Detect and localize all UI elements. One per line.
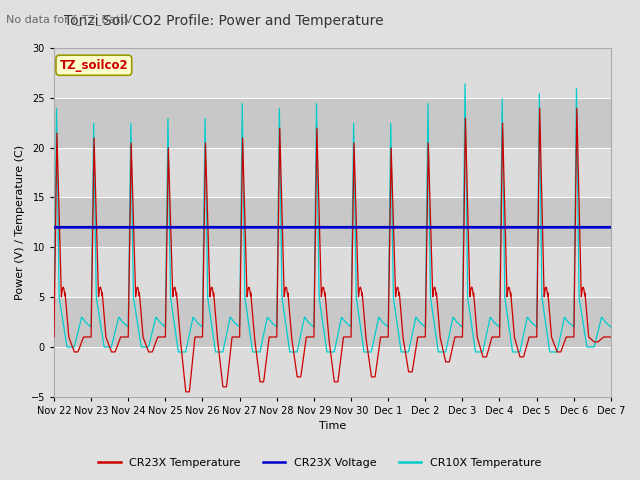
Legend: CR23X Temperature, CR23X Voltage, CR10X Temperature: CR23X Temperature, CR23X Voltage, CR10X … bbox=[94, 453, 546, 472]
Bar bbox=[54, 97, 611, 147]
Bar bbox=[54, 297, 611, 347]
Bar bbox=[54, 147, 611, 197]
X-axis label: Time: Time bbox=[319, 421, 346, 432]
Bar bbox=[54, 247, 611, 297]
Text: Tonzi Soil CO2 Profile: Power and Temperature: Tonzi Soil CO2 Profile: Power and Temper… bbox=[64, 14, 384, 28]
Bar bbox=[54, 197, 611, 247]
Bar bbox=[54, 347, 611, 397]
Y-axis label: Power (V) / Temperature (C): Power (V) / Temperature (C) bbox=[15, 145, 25, 300]
Bar bbox=[54, 48, 611, 97]
Text: TZ_soilco2: TZ_soilco2 bbox=[60, 59, 128, 72]
Text: No data for f_T2_BattV: No data for f_T2_BattV bbox=[6, 14, 132, 25]
